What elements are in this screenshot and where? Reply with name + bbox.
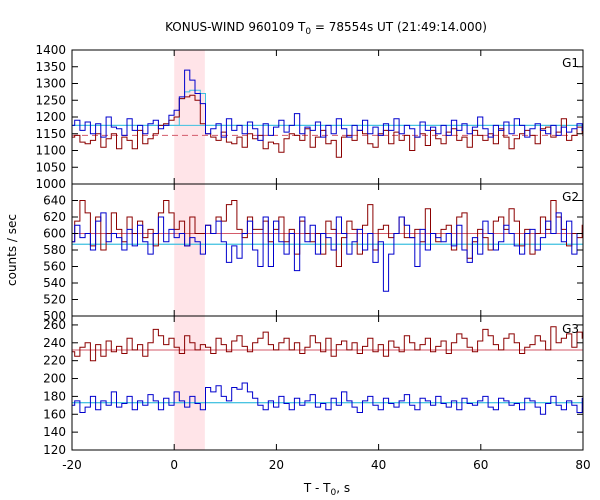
panel-g2: 500 520 540 560 580 600 620 640 G2: [43, 183, 584, 323]
y-tick-label: 1150: [35, 127, 66, 141]
chart-panels: 100010501100115012001250130013501400G150…: [35, 43, 590, 472]
y-tick-label: 260: [43, 318, 66, 332]
y-tick-label: 1300: [35, 77, 66, 91]
panel-frame: [71, 315, 584, 451]
panel-label: G3: [562, 322, 579, 336]
y-tick-label: 520: [43, 293, 66, 307]
panel-label: G1: [562, 56, 579, 70]
series-red-g3: [72, 326, 583, 362]
y-tick-label: 140: [43, 425, 66, 439]
y-tick-label: 120: [43, 443, 66, 457]
y-tick-label: 1050: [35, 160, 66, 174]
y-tick-label: 580: [43, 243, 66, 257]
x-axis-label: T - T0, s: [303, 481, 350, 498]
y-tick-label: 1250: [35, 93, 66, 107]
chart-title-part-1: KONUS-WIND 960109 T: [165, 20, 306, 34]
y-tick-label: 1350: [35, 60, 66, 74]
chart-title-part-2: = 78554s UT (21:49:14.000): [311, 20, 487, 34]
panel-g1: 1000 1050 1100 1150 1200 1250 1300 1350 1400 G1: [35, 43, 584, 191]
y-tick-label: 1400: [35, 43, 66, 57]
x-tick-label: 40: [371, 458, 386, 472]
y-tick-label: 560: [43, 260, 66, 274]
y-tick-label: 500: [43, 309, 66, 323]
y-tick-label: 540: [43, 276, 66, 290]
chart-title-subscript: 0: [305, 27, 311, 37]
series-red-g2: [72, 200, 583, 267]
y-tick-label: 600: [43, 227, 66, 241]
x-axis-label-subscript: 0: [331, 488, 337, 498]
x-tick-label: 60: [473, 458, 488, 472]
y-tick-label: 620: [43, 210, 66, 224]
chart-title: KONUS-WIND 960109 T0 = 78554s UT (21:49:…: [165, 20, 487, 37]
y-axis-label: counts / sec: [5, 214, 19, 286]
panel-g3: 120 140 160 180 200 220 240 260 G3: [43, 315, 584, 457]
series-blue-g1: [72, 69, 583, 141]
y-tick-label: 180: [43, 389, 66, 403]
x-axis-label-part-2: , s: [336, 481, 350, 495]
y-tick-label: 220: [43, 354, 66, 368]
y-tick-label: 160: [43, 407, 66, 421]
series-blue-g2: [72, 212, 583, 292]
series-red-g1: [72, 94, 583, 158]
x-tick-label: -20: [62, 458, 82, 472]
y-tick-label: 200: [43, 372, 66, 386]
burst-interval-highlight: [174, 184, 205, 316]
panel-label: G2: [562, 190, 579, 204]
series-blue-g3: [72, 382, 583, 415]
x-tick-label: 20: [269, 458, 284, 472]
y-tick-label: 1100: [35, 144, 66, 158]
y-tick-label: 1200: [35, 110, 66, 124]
y-tick-label: 640: [43, 194, 66, 208]
x-tick-label: 80: [575, 458, 590, 472]
y-tick-label: 240: [43, 336, 66, 350]
y-tick-label: 1000: [35, 177, 66, 191]
x-axis-label-part-1: T - T: [303, 481, 331, 495]
x-tick-label: 0: [170, 458, 178, 472]
